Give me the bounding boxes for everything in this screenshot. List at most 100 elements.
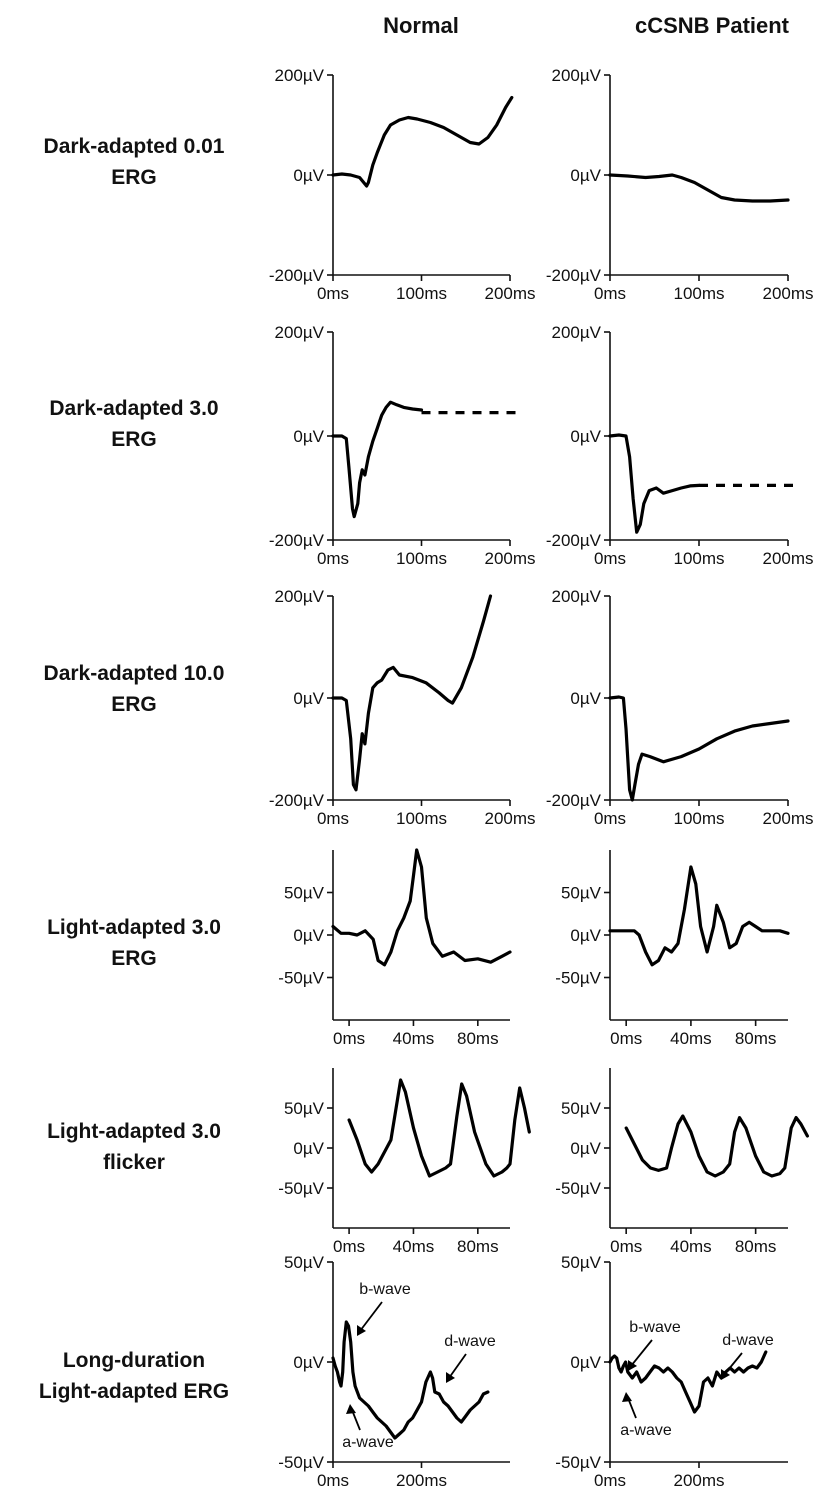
- row-label-line: Light-adapted 3.0: [47, 916, 221, 939]
- y-tick-label: -200µV: [269, 791, 325, 810]
- y-tick-label: -50µV: [278, 969, 324, 988]
- row-label-line: Light-adapted 3.0: [47, 1120, 221, 1143]
- row-label-line: ERG: [111, 947, 157, 970]
- ERG-trace: [608, 865, 790, 967]
- y-tick-label: 200µV: [552, 323, 602, 342]
- y-tick-label: 0µV: [293, 427, 324, 446]
- row-label-line: ERG: [111, 428, 157, 451]
- y-tick-label: 200µV: [275, 323, 325, 342]
- chart-panel: 50µV 0µV -50µV 0ms 40ms 80ms: [555, 850, 790, 1048]
- x-tick-label: 40ms: [670, 1237, 712, 1256]
- d-wave-label-patient: d-wave: [722, 1332, 774, 1349]
- b-wave-label-patient: b-wave: [629, 1319, 681, 1336]
- x-tick-label: 80ms: [735, 1237, 777, 1256]
- ERG-trace: [331, 1320, 490, 1440]
- ERG-trace: [347, 1078, 531, 1178]
- x-tick-label: 100ms: [396, 284, 447, 303]
- y-tick-label: 50µV: [561, 1253, 602, 1272]
- ERG-trace: [331, 848, 512, 967]
- x-tick-label: 0ms: [317, 809, 349, 828]
- x-tick-label: 0ms: [610, 1029, 642, 1048]
- y-tick-label: -200µV: [546, 791, 602, 810]
- d-wave-arrow-normal: [448, 1353, 467, 1379]
- y-tick-label: 50µV: [561, 1099, 602, 1118]
- x-tick-label: 40ms: [393, 1237, 435, 1256]
- x-tick-label: 100ms: [673, 809, 724, 828]
- y-tick-label: 0µV: [570, 427, 601, 446]
- y-tick-label: 0µV: [570, 166, 601, 185]
- x-tick-label: 200ms: [484, 549, 535, 568]
- x-tick-label: 200ms: [673, 1471, 724, 1490]
- x-tick-label: 0ms: [333, 1029, 365, 1048]
- y-tick-label: 50µV: [284, 1253, 325, 1272]
- y-tick-label: 200µV: [552, 66, 602, 85]
- y-tick-label: 0µV: [293, 166, 324, 185]
- ERG-trace: [624, 1114, 809, 1178]
- ERG-trace: [608, 173, 790, 203]
- y-tick-label: 50µV: [561, 884, 602, 903]
- annotations: b-wave d-wave a-wave b-wave d-wave a-wav…: [342, 1281, 774, 1451]
- x-tick-label: 40ms: [670, 1029, 712, 1048]
- b-wave-label-normal: b-wave: [359, 1281, 411, 1298]
- row-label-line: ERG: [111, 693, 157, 716]
- b-wave-arrow-patient: [630, 1339, 653, 1367]
- row-label-line: Dark-adapted 10.0: [44, 662, 225, 685]
- x-tick-label: 0ms: [594, 809, 626, 828]
- y-tick-label: 200µV: [275, 66, 325, 85]
- x-tick-label: 100ms: [673, 284, 724, 303]
- x-tick-label: 0ms: [317, 284, 349, 303]
- ERG-trace: [331, 400, 424, 519]
- a-wave-label-patient: a-wave: [620, 1422, 672, 1439]
- row-label-line: flicker: [103, 1151, 165, 1174]
- x-tick-label: 0ms: [594, 549, 626, 568]
- row-label-line: Light-adapted ERG: [39, 1380, 229, 1403]
- b-wave-arrow-normal: [359, 1301, 383, 1332]
- row-label-line: ERG: [111, 166, 157, 189]
- x-tick-label: 0ms: [317, 549, 349, 568]
- column-title-normal: Normal: [383, 13, 459, 38]
- y-tick-label: -50µV: [555, 1179, 601, 1198]
- ERG-trace: [608, 1350, 768, 1414]
- y-tick-label: 0µV: [293, 1353, 324, 1372]
- y-tick-label: 0µV: [570, 1353, 601, 1372]
- ERG-trace: [608, 695, 790, 802]
- y-tick-label: 0µV: [293, 1139, 324, 1158]
- d-wave-label-normal: d-wave: [444, 1333, 496, 1350]
- x-tick-label: 100ms: [396, 809, 447, 828]
- y-tick-label: -50µV: [555, 1453, 601, 1472]
- row-label-line: Dark-adapted 3.0: [49, 397, 218, 420]
- x-tick-label: 0ms: [594, 284, 626, 303]
- x-tick-label: 200ms: [484, 809, 535, 828]
- b-wave-arrowhead-normal: [357, 1325, 366, 1336]
- x-tick-label: 200ms: [762, 284, 813, 303]
- row-labels: Dark-adapted 0.01 ERG Dark-adapted 3.0 E…: [39, 135, 229, 1403]
- y-tick-label: 0µV: [570, 1139, 601, 1158]
- y-tick-label: -200µV: [546, 531, 602, 550]
- x-tick-label: 80ms: [457, 1237, 499, 1256]
- ERG-trace: [331, 95, 514, 188]
- x-tick-label: 80ms: [457, 1029, 499, 1048]
- a-wave-arrowhead-patient: [622, 1392, 632, 1402]
- ERG-trace: [608, 433, 701, 534]
- x-tick-label: 200ms: [484, 284, 535, 303]
- row-label-line: Long-duration: [63, 1349, 205, 1372]
- y-tick-label: -200µV: [546, 266, 602, 285]
- x-tick-label: 0ms: [333, 1237, 365, 1256]
- y-tick-label: 0µV: [293, 689, 324, 708]
- y-tick-label: 0µV: [570, 689, 601, 708]
- y-tick-label: 0µV: [293, 926, 324, 945]
- y-tick-label: 200µV: [275, 587, 325, 606]
- y-tick-label: -200µV: [269, 266, 325, 285]
- x-tick-label: 200ms: [396, 1471, 447, 1490]
- x-tick-label: 200ms: [762, 809, 813, 828]
- y-tick-label: 200µV: [552, 587, 602, 606]
- chart-panel: 50µV 0µV -50µV 0ms 40ms 80ms: [278, 848, 512, 1048]
- y-tick-label: 50µV: [284, 884, 325, 903]
